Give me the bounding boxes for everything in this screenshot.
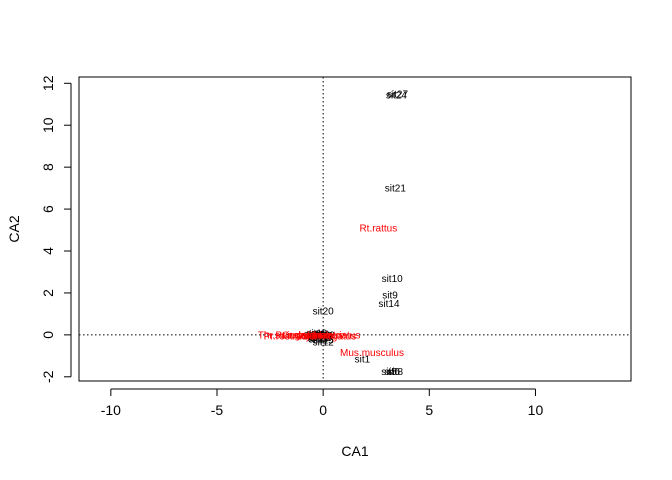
site-point-label: sit4	[313, 329, 329, 340]
x-tick-label: 10	[528, 402, 544, 418]
site-point-label: sit9	[382, 291, 398, 302]
x-tick-label: -10	[101, 402, 121, 418]
y-tick-label: -2	[40, 370, 56, 383]
site-point-label: sit15	[312, 331, 334, 342]
y-tick-label: 6	[40, 205, 56, 213]
site-point-label: sit12	[313, 338, 335, 349]
y-tick-label: 0	[40, 331, 56, 339]
site-point-label: sit22	[310, 333, 332, 344]
site-point-label: sit5	[381, 367, 397, 378]
site-point-label: sit11	[308, 334, 329, 345]
site-point-label: sit1	[355, 354, 371, 365]
site-point-label: sit27	[387, 89, 409, 100]
site-point-label: sit7	[308, 332, 324, 343]
site-point-label: sit26	[307, 330, 329, 341]
y-axis-title: CA2	[6, 215, 22, 242]
site-point-label: sit13	[309, 330, 331, 341]
species-point-label: Pr.rostratus	[264, 331, 315, 342]
species-point-label: Cr.gambianus	[282, 330, 344, 341]
site-point-label: sit8	[388, 367, 404, 378]
x-tick-label: 5	[425, 402, 433, 418]
site-point-label: sit3	[311, 331, 327, 342]
site-point-label: sit17	[308, 335, 330, 346]
site-point-label: sit16	[304, 329, 326, 340]
site-point-label: sit21	[385, 184, 407, 195]
site-point-label: sit25	[313, 336, 335, 347]
site-point-label: sit14	[378, 299, 400, 310]
site-point-label: sit6	[384, 367, 400, 378]
y-tick-label: 4	[40, 247, 56, 255]
site-point-label: sit2	[309, 330, 325, 341]
y-tick-label: 2	[40, 289, 56, 297]
species-point-label: Rt.rattus	[359, 223, 397, 234]
axes: -10 -5 0 5 10 -2 0 2 4 6 8 10 12	[40, 75, 543, 418]
species-point-label: Thr.swinderianus	[258, 330, 334, 341]
x-tick-label: 0	[319, 402, 327, 418]
site-point-label: sit19	[306, 328, 328, 339]
species-point-label: Lm.striatus	[311, 330, 360, 341]
site-point-label: sit20	[313, 306, 335, 317]
site-point-label: sit24	[386, 90, 408, 101]
species-point-label: Pr.natalensis	[275, 330, 332, 341]
site-point-label: sit10	[382, 274, 404, 285]
plot-frame	[78, 76, 632, 382]
x-tick-label: -5	[211, 402, 224, 418]
y-tick-label: 12	[40, 75, 56, 91]
y-tick-label: 8	[40, 163, 56, 171]
x-axis-title: CA1	[341, 443, 368, 459]
species-point-label: Hy.trivirgatus	[299, 331, 357, 342]
y-tick-label: 10	[40, 117, 56, 133]
site-point-label: sit18	[314, 330, 336, 341]
species-point-label: Mus.musculus	[340, 348, 404, 359]
site-point-label: sit23	[303, 331, 325, 342]
